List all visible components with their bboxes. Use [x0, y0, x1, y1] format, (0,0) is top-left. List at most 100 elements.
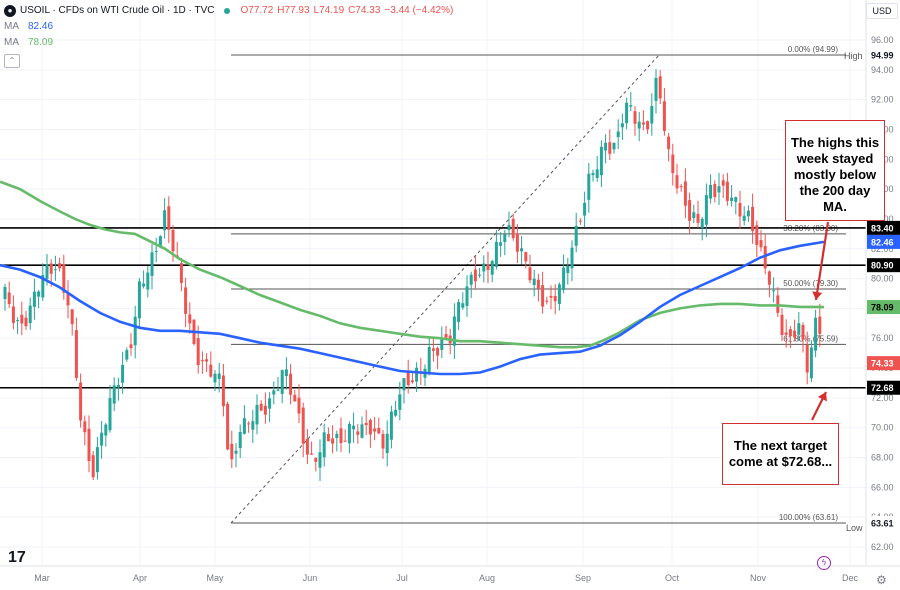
candle-body — [58, 263, 62, 269]
gear-icon[interactable]: ⚙ — [876, 573, 887, 587]
candle-body — [121, 364, 125, 383]
candle-body — [188, 314, 192, 324]
candle-body — [809, 347, 813, 379]
candle-body — [268, 398, 272, 409]
candle-body — [70, 309, 74, 325]
lightning-icon[interactable]: ϟ — [817, 556, 831, 570]
candle-body — [742, 215, 746, 221]
annotation-top: The highs this week stayed mostly below … — [785, 120, 885, 221]
candle-body — [604, 142, 608, 151]
candle-body — [377, 427, 381, 434]
time-axis[interactable]: Mar Apr May Jun Jul Aug Sep Oct Nov Dec — [0, 565, 900, 583]
candle-body — [280, 370, 284, 394]
candle-body — [104, 424, 108, 436]
horizontal-levels[interactable] — [0, 227, 866, 389]
candle-body — [658, 76, 662, 99]
moving-averages — [0, 180, 825, 376]
candle-body — [524, 252, 528, 262]
y-tick-label: 72.00 — [871, 393, 894, 403]
candle-body — [440, 339, 444, 350]
candle-body — [528, 267, 532, 281]
candle-body — [570, 247, 574, 269]
candle-body — [633, 111, 637, 124]
candle-body — [3, 286, 7, 300]
candle-body — [566, 265, 570, 274]
x-tick-label: Oct — [665, 573, 680, 583]
ma1-value: 82.46 — [28, 21, 54, 32]
candle-body — [541, 285, 545, 307]
candle-body — [410, 380, 414, 383]
candle-body — [763, 246, 767, 269]
candle-body — [721, 180, 725, 186]
collapse-icon[interactable]: ⌃ — [4, 54, 20, 68]
ohlc-high: H77.93 — [277, 5, 310, 16]
candle-body — [41, 275, 45, 298]
ma2-row[interactable]: MA 78.09 — [4, 35, 453, 51]
candle-body — [717, 186, 721, 193]
candle-body — [730, 197, 734, 202]
candle-body — [415, 367, 419, 382]
candle-body — [637, 121, 641, 129]
candle-body — [230, 443, 234, 460]
candle-body — [66, 292, 70, 306]
candle-body — [314, 458, 318, 462]
fib-label: 0.00% (94.99) — [788, 45, 839, 54]
price-tag: 83.40 — [871, 223, 894, 233]
candle-body — [780, 314, 784, 335]
tradingview-logo-icon[interactable]: 17 — [8, 549, 26, 566]
candle-body — [746, 210, 750, 217]
candle-body — [284, 369, 288, 377]
candle-body — [293, 395, 297, 402]
y-tick-label: 94.00 — [871, 65, 894, 75]
candle-body — [486, 264, 490, 270]
candle-body — [112, 385, 116, 404]
candle-body — [654, 77, 658, 101]
candle-body — [406, 372, 410, 386]
candle-body — [11, 306, 15, 323]
candle-body — [158, 236, 162, 247]
candle-body — [209, 364, 213, 377]
currency-selector[interactable]: USD — [866, 3, 898, 19]
candle-body — [473, 269, 477, 282]
candle-body — [679, 186, 683, 188]
annotation-bottom-text: The next target come at $72.68... — [728, 438, 833, 469]
candle-body — [457, 302, 461, 322]
candle-body — [20, 314, 24, 324]
ohlc-open: O77.72 — [240, 5, 274, 16]
symbol-title[interactable]: USOIL · CFDs on WTI Crude Oil · 1D · TVC — [20, 5, 215, 16]
candle-body — [196, 338, 200, 366]
price-tag-bg — [867, 234, 900, 249]
candle-body — [125, 350, 129, 360]
candle-body — [16, 320, 20, 322]
candle-body — [335, 433, 339, 439]
candles — [3, 69, 822, 482]
oil-icon: ● — [4, 5, 16, 17]
ma1-row[interactable]: MA 82.46 — [4, 19, 453, 35]
candle-body — [322, 432, 326, 458]
x-tick-label: Mar — [34, 573, 50, 583]
candle-body — [87, 428, 91, 462]
candle-body — [465, 286, 469, 306]
symbol-row[interactable]: ● USOIL · CFDs on WTI Crude Oil · 1D · T… — [4, 3, 453, 19]
candle-body — [578, 220, 582, 222]
candle-body — [356, 431, 360, 435]
price-axis[interactable]: 96.0094.0092.0090.0088.0086.0084.0082.00… — [865, 0, 900, 566]
candle-body — [725, 181, 729, 201]
candle-body — [79, 382, 83, 421]
x-tick-label: Dec — [842, 573, 859, 583]
candle-body — [142, 283, 146, 287]
candle-body — [318, 452, 322, 468]
candle-body — [494, 241, 498, 267]
candle-body — [24, 317, 28, 327]
candle-body — [53, 269, 57, 271]
candle-body — [536, 279, 540, 289]
annotation-bottom: The next target come at $72.68... — [722, 423, 839, 485]
price-tag: 94.99 — [871, 51, 894, 61]
candle-body — [427, 346, 431, 374]
candle-body — [116, 384, 120, 388]
price-tag: 80.90 — [871, 261, 894, 271]
candle-body — [352, 425, 356, 430]
candle-body — [200, 360, 204, 362]
candle-body — [137, 281, 141, 319]
